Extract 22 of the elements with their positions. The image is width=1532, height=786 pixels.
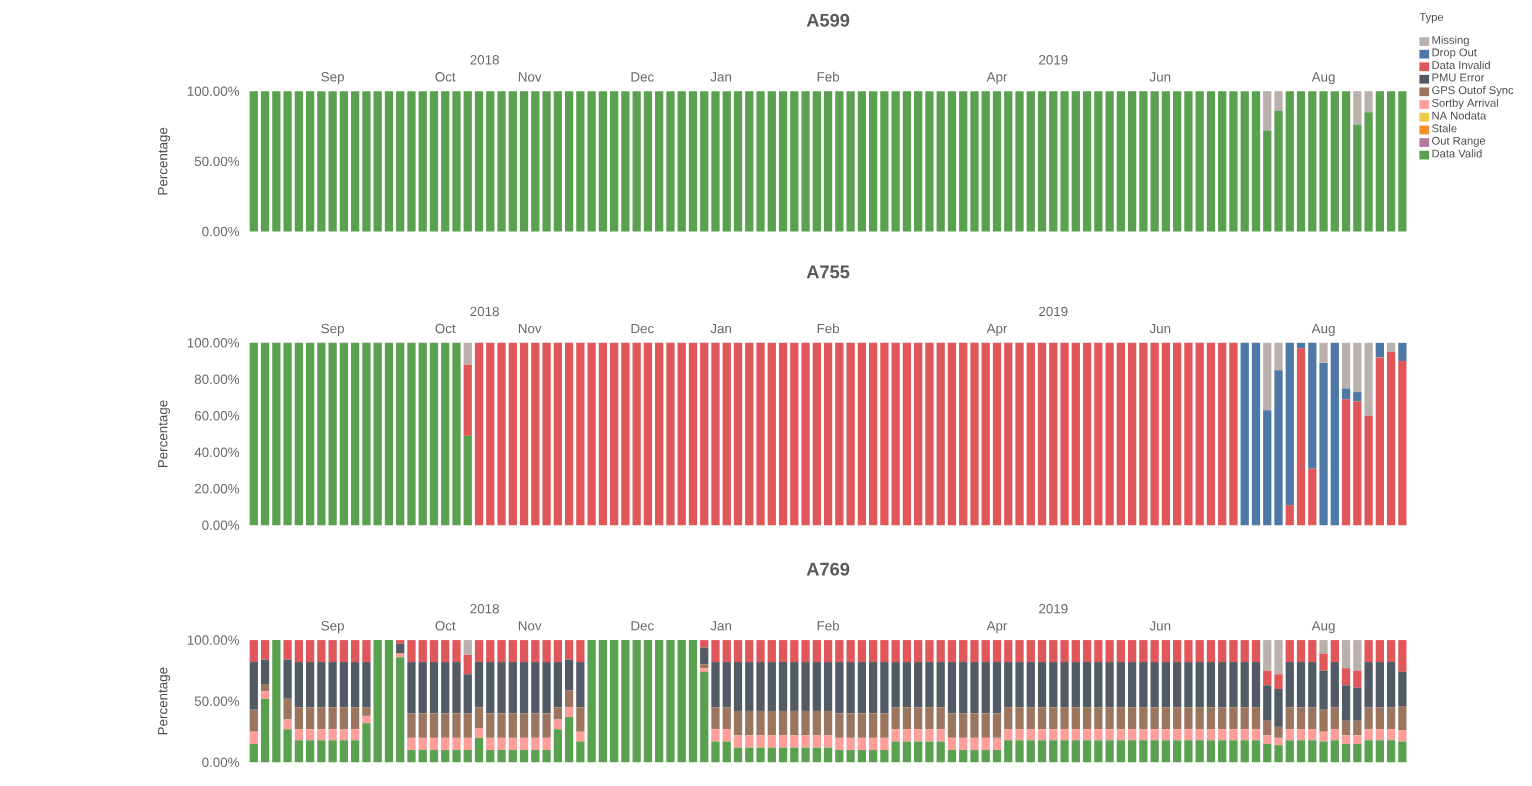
bar (283, 719, 292, 730)
bar (576, 707, 585, 732)
bar (260, 691, 270, 699)
bar (249, 709, 258, 732)
chart-title: A599 (806, 13, 850, 27)
bar (564, 707, 574, 718)
bar (1319, 640, 1328, 654)
bar (463, 640, 472, 655)
bar (1398, 342, 1407, 362)
bar (463, 342, 472, 365)
chart-title: A755 (806, 265, 850, 279)
bar (1319, 342, 1328, 363)
bar (1375, 342, 1384, 358)
bar (362, 715, 371, 724)
bar (249, 731, 258, 744)
bar (260, 684, 270, 692)
bar (553, 719, 562, 730)
chart-title: A769 (806, 562, 850, 576)
bar (474, 728, 484, 738)
bar (396, 643, 405, 654)
bar (1386, 342, 1396, 352)
bar (564, 690, 574, 708)
